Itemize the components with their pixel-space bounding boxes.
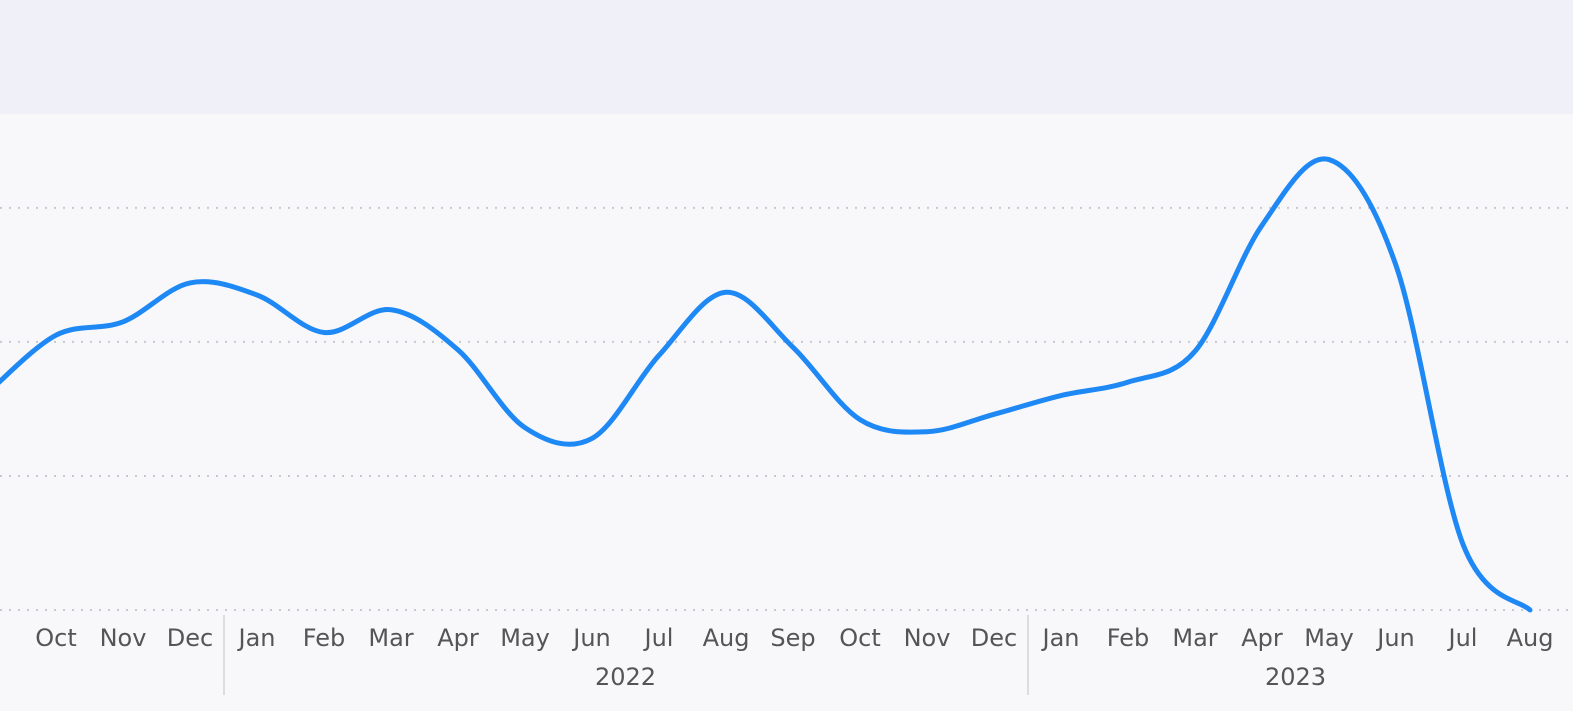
- x-tick-label: Sep: [770, 624, 815, 652]
- x-tick-label: Apr: [1241, 624, 1283, 652]
- plot-area: [0, 114, 1573, 711]
- x-tick-label: Nov: [904, 624, 951, 652]
- x-tick-label: Aug: [703, 624, 750, 652]
- x-tick-label: Mar: [1172, 624, 1217, 652]
- x-tick-label: Oct: [35, 624, 77, 652]
- x-tick-label: Feb: [1107, 624, 1150, 652]
- x-tick-label: Feb: [303, 624, 346, 652]
- x-tick-label: Dec: [167, 624, 213, 652]
- x-tick-label: Jul: [1447, 624, 1478, 652]
- x-tick-label: Jan: [237, 624, 276, 652]
- x-tick-label: Apr: [437, 624, 479, 652]
- x-tick-label: Aug: [1507, 624, 1554, 652]
- x-group-label: 2022: [595, 663, 656, 691]
- x-tick-label: Jun: [571, 624, 611, 652]
- header-band: [0, 0, 1573, 114]
- x-tick-label: Mar: [368, 624, 413, 652]
- x-tick-label: May: [500, 624, 550, 652]
- x-tick-label: Nov: [100, 624, 147, 652]
- x-tick-label: Jun: [1375, 624, 1415, 652]
- line: [0, 156, 1533, 613]
- x-tick-label: Jul: [643, 624, 674, 652]
- x-tick-label: May: [1304, 624, 1354, 652]
- x-tick-label: Dec: [971, 624, 1017, 652]
- x-group-label: 2023: [1265, 663, 1326, 691]
- x-tick-label: Jan: [1041, 624, 1080, 652]
- x-tick-label: Oct: [839, 624, 881, 652]
